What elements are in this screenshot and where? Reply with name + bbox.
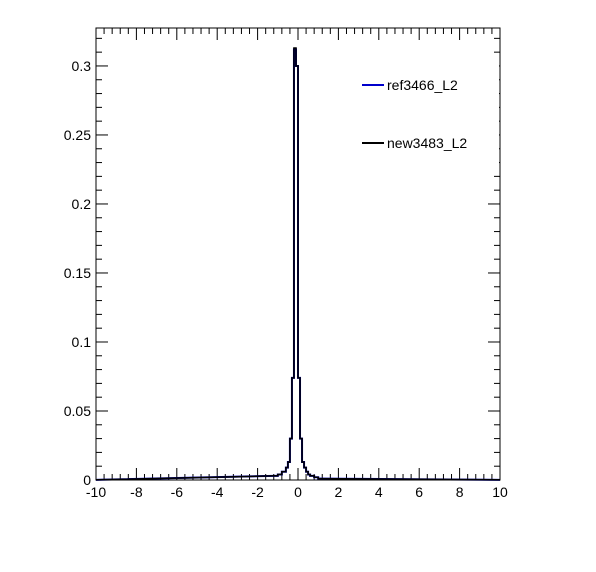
y-tick-label: 0.05 — [64, 403, 91, 419]
x-tick-label: 2 — [335, 484, 343, 500]
x-tick-label: -6 — [171, 484, 184, 500]
x-tick-labels: -10 -8 -6 -4 -2 0 2 4 6 8 10 — [86, 484, 508, 500]
series-line-new3483_L2 — [95, 47, 501, 481]
y-tick-label: 0.25 — [64, 127, 91, 143]
x-tick-label: 4 — [375, 484, 383, 500]
y-tick-label: 0 — [83, 472, 91, 488]
x-tick-label: 0 — [294, 484, 302, 500]
plot-frame — [95, 27, 501, 481]
legend-box — [357, 60, 499, 168]
x-tick-label: 10 — [492, 484, 508, 500]
legend: ref3466_L2 new3483_L2 — [357, 60, 499, 168]
x-tick-label: 6 — [415, 484, 423, 500]
x-tick-label: -2 — [251, 484, 264, 500]
y-tick-label: 0.3 — [72, 58, 92, 74]
x-tick-label: 8 — [456, 484, 464, 500]
legend-label-new: new3483_L2 — [387, 135, 467, 151]
x-tick-label: -10 — [86, 484, 106, 500]
series-layer — [95, 47, 501, 481]
x-tick-label: -4 — [211, 484, 224, 500]
y-tick-labels: 0 0.05 0.1 0.15 0.2 0.25 0.3 — [64, 58, 91, 488]
y-tick-label: 0.1 — [72, 334, 92, 350]
y-tick-label: 0.15 — [64, 265, 91, 281]
y-tick-label: 0.2 — [72, 196, 92, 212]
x-tick-label: -8 — [130, 484, 143, 500]
legend-label-ref: ref3466_L2 — [387, 77, 458, 93]
